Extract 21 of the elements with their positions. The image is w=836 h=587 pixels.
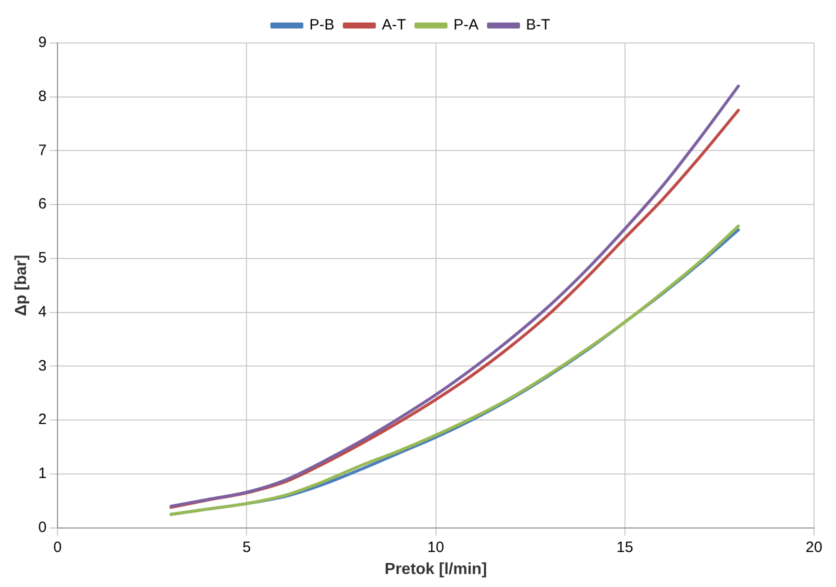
y-axis-title: Δp [bar] [13,254,30,316]
legend-label: A-T [382,16,406,34]
x-axis-title: Pretok [l/min] [384,560,487,578]
y-tick-label: 0 [38,518,47,536]
y-tick-label: 5 [38,250,47,267]
y-tick-label: 9 [38,34,47,52]
y-tick-label: 8 [38,88,47,106]
y-tick-label: 2 [38,411,47,428]
legend-label: P-A [454,16,479,34]
y-tick-label: 1 [38,465,47,482]
y-tick-label: 6 [38,196,47,213]
y-tick-label: 4 [38,303,47,320]
legend-label: B-T [526,16,550,34]
x-tick-label: 5 [242,538,251,556]
legend-label: P-B [309,16,334,34]
x-tick-label: 10 [427,538,444,556]
x-tick-label: 15 [616,538,634,556]
x-tick-label: 0 [53,538,62,556]
y-tick-label: 3 [38,357,47,374]
x-tick-label: 20 [806,538,822,556]
y-tick-label: 7 [38,142,47,159]
